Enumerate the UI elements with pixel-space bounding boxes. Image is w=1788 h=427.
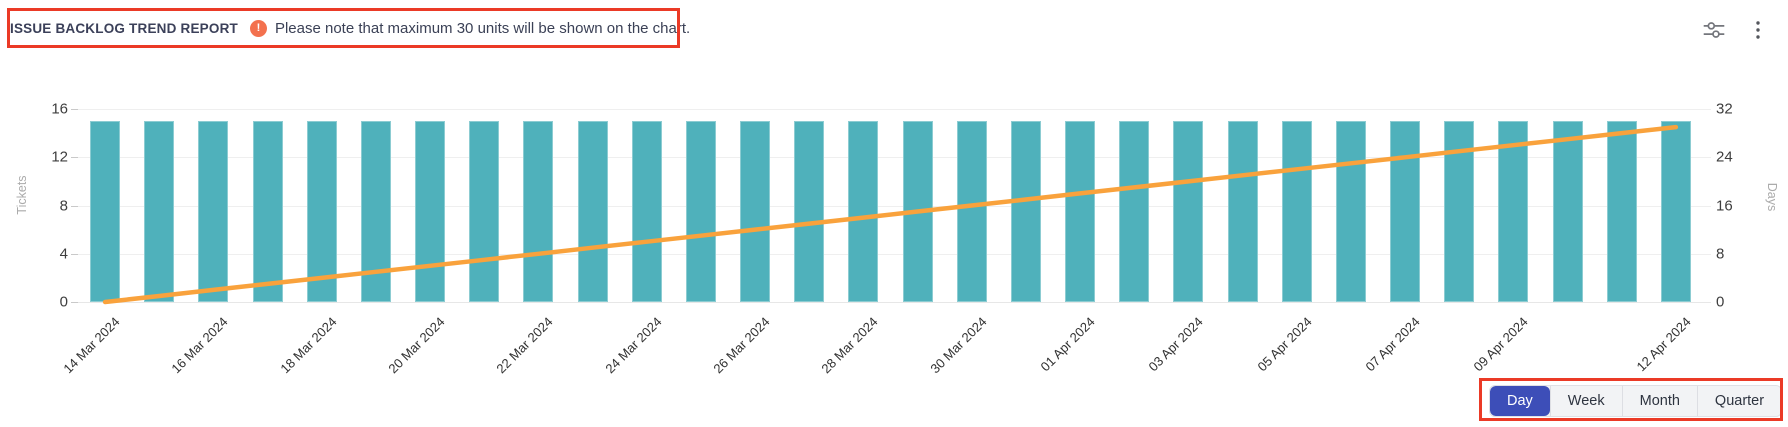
right-axis-tick-label: 8: [1716, 245, 1725, 263]
x-axis-label: 03 Apr 2024: [1145, 314, 1207, 375]
right-axis-title: Days: [1765, 182, 1779, 212]
x-axis-label: 12 Apr 2024: [1633, 314, 1694, 375]
x-axis-label: 26 Mar 2024: [710, 314, 773, 377]
bar-29 Mar 2024: [902, 121, 933, 302]
x-axis-label: 24 Mar 2024: [602, 314, 665, 377]
axis-tick: [71, 205, 78, 207]
bar-18 Mar 2024: [306, 121, 337, 302]
bar-16 Mar 2024: [198, 121, 229, 302]
toggle-day-button[interactable]: Day: [1490, 386, 1550, 416]
bar-26 Mar 2024: [740, 121, 771, 302]
toggle-week-button[interactable]: Week: [1549, 386, 1622, 416]
x-axis-label: 30 Mar 2024: [927, 314, 990, 377]
x-axis-label: 05 Apr 2024: [1254, 314, 1315, 375]
bar-02 Apr 2024: [1119, 121, 1150, 302]
toggle-quarter-button[interactable]: Quarter: [1696, 386, 1781, 416]
x-axis-label: 01 Apr 2024: [1037, 314, 1098, 375]
bar-27 Mar 2024: [794, 121, 825, 302]
x-axis-label: 22 Mar 2024: [493, 314, 557, 377]
warning-dot-icon: !: [249, 19, 267, 37]
bar-25 Mar 2024: [685, 121, 716, 302]
bar-15 Mar 2024: [144, 121, 175, 302]
bar-10 Apr 2024: [1552, 121, 1583, 302]
left-axis-tick-label: 0: [59, 293, 68, 311]
bar-21 Mar 2024: [469, 121, 500, 302]
left-axis-tick-label: 16: [51, 100, 68, 118]
bar-07 Apr 2024: [1390, 121, 1421, 302]
right-axis-tick-label: 16: [1716, 197, 1733, 214]
left-axis-tick-label: 4: [59, 245, 68, 263]
x-axis-label: 28 Mar 2024: [818, 314, 882, 377]
report-note-text: Please note that maximum 30 units will b…: [274, 19, 691, 37]
axis-tick: [71, 109, 78, 110]
kebab-menu-icon[interactable]: [1744, 16, 1772, 44]
report-title: ISSUE BACKLOG TREND REPORT: [10, 20, 238, 36]
x-axis-label: 07 Apr 2024: [1362, 314, 1423, 375]
bar-01 Apr 2024: [1065, 121, 1096, 302]
axis-tick: [71, 157, 78, 159]
report-header: ISSUE BACKLOG TREND REPORT ! Please note…: [10, 8, 690, 48]
x-axis-label: 14 Mar 2024: [60, 314, 123, 377]
gridline: [78, 302, 1711, 303]
left-axis-tick-label: 12: [51, 148, 68, 166]
axis-tick: [71, 302, 78, 303]
bar-24 Mar 2024: [631, 121, 662, 302]
bar-28 Mar 2024: [848, 121, 879, 302]
bar-30 Mar 2024: [956, 121, 987, 302]
bar-17 Mar 2024: [252, 121, 283, 302]
x-axis-label: 18 Mar 2024: [277, 314, 340, 377]
x-axis-label: 20 Mar 2024: [385, 314, 448, 377]
bar-31 Mar 2024: [1010, 121, 1041, 302]
bar-14 Mar 2024: [90, 121, 121, 302]
report-note: ! Please note that maximum 30 units will…: [249, 19, 691, 37]
filter-sliders-icon[interactable]: [1700, 16, 1728, 44]
toggle-month-button[interactable]: Month: [1621, 386, 1697, 416]
bar-04 Apr 2024: [1227, 121, 1258, 302]
right-axis-tick-label: 32: [1716, 100, 1733, 118]
bar-08 Apr 2024: [1444, 121, 1475, 302]
axis-tick: [71, 253, 78, 255]
bar-06 Apr 2024: [1335, 121, 1366, 302]
x-axis-label: 16 Mar 2024: [168, 314, 232, 377]
time-granularity-toggle: Day Week Month Quarter: [1489, 385, 1783, 417]
left-axis-tick-label: 8: [59, 197, 68, 214]
right-axis-tick-label: 0: [1716, 293, 1725, 311]
chart-toolbar: [1700, 16, 1772, 44]
bar-05 Apr 2024: [1281, 121, 1312, 302]
bar-12 Apr 2024: [1660, 121, 1691, 302]
bar-19 Mar 2024: [360, 121, 391, 302]
right-axis-tick-label: 24: [1716, 148, 1733, 166]
bar-03 Apr 2024: [1173, 121, 1204, 302]
bar-11 Apr 2024: [1606, 121, 1637, 302]
x-axis-label: 09 Apr 2024: [1470, 314, 1532, 375]
bar-20 Mar 2024: [415, 121, 446, 302]
bar-23 Mar 2024: [577, 121, 608, 302]
bar-09 Apr 2024: [1498, 121, 1529, 302]
bar-22 Mar 2024: [523, 121, 554, 302]
gridline: [78, 109, 1711, 110]
